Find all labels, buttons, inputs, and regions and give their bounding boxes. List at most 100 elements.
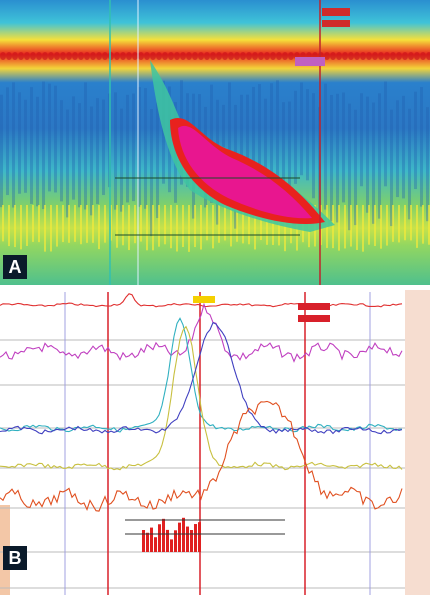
stripe xyxy=(144,52,150,60)
stripe xyxy=(410,205,412,241)
stripe xyxy=(134,205,136,244)
panel-label: B xyxy=(9,548,22,568)
stripe xyxy=(188,205,190,252)
stripe xyxy=(62,205,64,243)
stripe xyxy=(26,205,28,246)
stripe xyxy=(230,205,232,247)
pressure-trace xyxy=(0,302,403,363)
tag xyxy=(295,57,325,66)
stripe xyxy=(6,52,12,60)
stripe xyxy=(366,96,369,213)
stripe xyxy=(54,85,57,193)
stripe xyxy=(200,205,202,250)
stripe xyxy=(240,94,243,187)
stripe xyxy=(224,205,226,241)
stripe xyxy=(408,52,414,60)
stripe xyxy=(48,83,51,192)
stripe xyxy=(24,52,30,60)
stripe xyxy=(242,205,244,244)
stripe xyxy=(210,52,216,60)
stripe xyxy=(236,205,238,242)
stripe xyxy=(336,93,339,223)
stripe xyxy=(264,98,267,193)
stripe xyxy=(14,205,16,248)
stripe xyxy=(108,52,114,60)
stripe xyxy=(324,52,330,60)
stripe xyxy=(114,92,117,210)
stripe xyxy=(342,52,348,60)
stripe xyxy=(354,109,357,226)
stripe xyxy=(126,94,129,203)
tag xyxy=(322,8,350,16)
tag xyxy=(322,20,350,27)
stripe xyxy=(378,93,381,219)
stripe xyxy=(144,88,147,209)
stripe xyxy=(264,52,270,60)
impedance-bars xyxy=(125,517,285,552)
stripe xyxy=(282,102,285,206)
stripe xyxy=(12,52,18,60)
impedance-bar xyxy=(178,522,181,552)
stripe xyxy=(206,205,208,241)
stripe xyxy=(138,87,141,207)
stripe xyxy=(392,205,394,242)
stripe xyxy=(162,52,168,60)
stripe xyxy=(146,205,148,251)
stripe xyxy=(252,86,255,189)
stripe xyxy=(2,205,4,242)
stripe xyxy=(368,205,370,245)
stripe xyxy=(216,52,222,60)
stripe xyxy=(56,205,58,247)
pressure-trace xyxy=(0,321,403,435)
stripe xyxy=(38,205,40,243)
stripe xyxy=(128,205,130,251)
stripe xyxy=(356,205,358,250)
stripe xyxy=(404,205,406,241)
stripe xyxy=(78,103,81,208)
stripe xyxy=(204,52,210,60)
impedance-bar xyxy=(154,537,157,552)
stripe xyxy=(362,205,364,252)
stripe xyxy=(344,205,346,249)
stripe xyxy=(372,52,378,60)
stripe xyxy=(116,205,118,248)
stripe xyxy=(20,205,22,250)
stripe xyxy=(408,108,411,220)
stripe xyxy=(78,52,84,60)
stripe xyxy=(48,52,54,60)
stripe xyxy=(170,205,172,249)
pressure-trace xyxy=(0,293,403,308)
stripe xyxy=(60,52,66,60)
impedance-bar xyxy=(198,522,201,552)
stripe xyxy=(348,52,354,60)
stripe xyxy=(258,52,264,60)
stripe xyxy=(350,205,352,247)
pressure-trace xyxy=(0,317,402,433)
stripe xyxy=(120,108,123,212)
stripe xyxy=(132,93,135,202)
stripe xyxy=(60,100,63,202)
label-box xyxy=(3,546,27,570)
panel-b: B xyxy=(0,290,430,595)
stripe xyxy=(164,205,166,245)
stripe xyxy=(360,93,363,187)
stripe xyxy=(8,205,10,247)
stripe xyxy=(270,52,276,60)
stripe xyxy=(422,205,424,244)
stripe xyxy=(348,103,351,231)
stripe xyxy=(284,205,286,252)
stripe xyxy=(186,52,192,60)
stripe xyxy=(110,205,112,241)
stripe xyxy=(252,52,258,60)
stripe xyxy=(68,205,70,243)
stripe xyxy=(150,109,153,237)
stripe xyxy=(402,95,405,199)
trace-background xyxy=(0,290,430,595)
impedance-bar xyxy=(158,524,161,552)
stripe xyxy=(260,205,262,241)
contraction-core xyxy=(178,125,312,219)
impedance-bar xyxy=(150,527,153,552)
stripe xyxy=(212,205,214,249)
stripe xyxy=(374,205,376,247)
